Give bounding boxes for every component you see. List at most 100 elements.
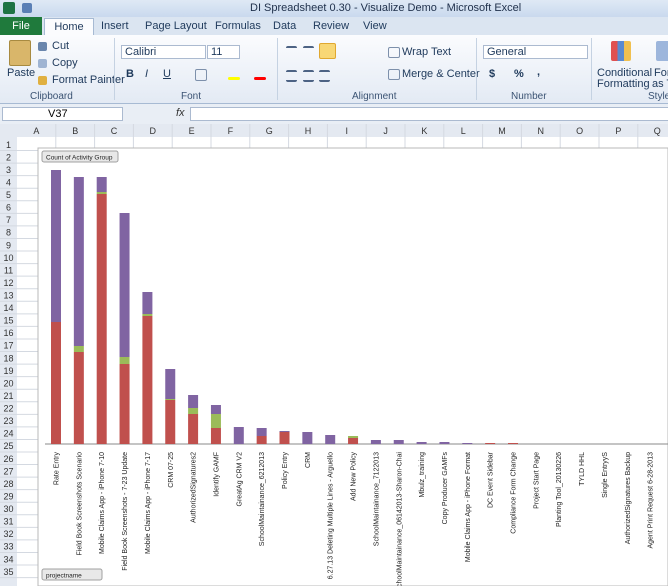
formula-input[interactable] bbox=[190, 107, 668, 121]
x-tick-label: Identify GAMF bbox=[213, 452, 220, 497]
align-icon[interactable] bbox=[303, 70, 314, 82]
bar-segment bbox=[325, 435, 336, 444]
bar-segment bbox=[96, 177, 107, 192]
bar-segment bbox=[96, 194, 107, 444]
x-tick-label: Mobile Claims App - iPhone 7-10 bbox=[99, 452, 106, 554]
tab[interactable]: Formulas bbox=[215, 20, 261, 32]
border-icon[interactable] bbox=[195, 69, 207, 81]
row-number: 35 bbox=[3, 567, 13, 577]
fill-color-icon[interactable] bbox=[228, 77, 240, 80]
file-tab[interactable]: File bbox=[0, 17, 42, 35]
paste-icon[interactable] bbox=[9, 40, 31, 66]
name-box[interactable]: V37 bbox=[2, 107, 123, 121]
bar-segment bbox=[485, 443, 496, 444]
tab[interactable]: Page Layout bbox=[145, 20, 207, 32]
bar-segment bbox=[348, 436, 359, 438]
align-icon[interactable] bbox=[303, 46, 314, 56]
bold-button[interactable]: B bbox=[126, 68, 134, 80]
row-number: 27 bbox=[3, 466, 13, 476]
column-letter: I bbox=[346, 126, 349, 136]
x-tick-label: SchoolMaintainance_7122013 bbox=[373, 452, 380, 546]
x-tick-label: 6.27.13 Deleting Multiple Lines - Arguel… bbox=[328, 452, 335, 579]
merge-center-button[interactable]: Merge & Center bbox=[402, 68, 480, 80]
column-letter: D bbox=[150, 126, 157, 136]
bar-segment bbox=[165, 399, 176, 400]
conditional-formatting-button[interactable]: Formatting bbox=[597, 78, 650, 90]
row-number: 31 bbox=[3, 517, 13, 527]
row-number: 4 bbox=[6, 177, 11, 187]
font-color-icon[interactable] bbox=[254, 77, 266, 80]
row-number: 2 bbox=[6, 152, 11, 162]
save-icon[interactable] bbox=[22, 3, 32, 13]
format-painter-button[interactable]: Format Painter bbox=[52, 74, 125, 86]
row-number: 6 bbox=[6, 203, 11, 213]
fx-button[interactable]: fx bbox=[176, 107, 185, 119]
x-tick-label: Mobile Claims App - iPhone 7-17 bbox=[145, 452, 152, 554]
x-tick-label: Field Book Screenshots Scenario bbox=[76, 452, 83, 556]
row-number: 25 bbox=[3, 441, 13, 451]
format-table-icon[interactable] bbox=[656, 41, 668, 61]
tab[interactable]: Insert bbox=[101, 20, 129, 32]
tab[interactable]: View bbox=[363, 20, 387, 32]
bar-segment bbox=[302, 432, 313, 444]
value-field-button: Count of Activity Group bbox=[46, 155, 113, 162]
bar-segment bbox=[210, 414, 221, 428]
column-letter: A bbox=[33, 126, 39, 136]
bar-segment bbox=[370, 440, 381, 444]
cell-ref: V37 bbox=[48, 108, 68, 120]
row-number: 9 bbox=[6, 240, 11, 250]
align-bottom-active[interactable] bbox=[319, 43, 336, 59]
bar-segment bbox=[73, 177, 84, 346]
wrap-text-button[interactable]: Wrap Text bbox=[402, 46, 452, 58]
underline-button[interactable]: U bbox=[163, 68, 171, 80]
italic-button[interactable]: I bbox=[145, 68, 149, 80]
tab[interactable]: Data bbox=[273, 20, 297, 32]
x-tick-label: Policy Entry bbox=[282, 452, 289, 489]
x-tick-label: Copy Producer GAMFs bbox=[442, 452, 449, 525]
x-tick-label: DC Event Sidebar bbox=[488, 451, 495, 508]
x-tick-label: Field Book Screenshots - 7-23 Update bbox=[122, 452, 129, 571]
bar-segment bbox=[210, 405, 221, 414]
x-tick-label: GreatAg CRM V2 bbox=[236, 452, 243, 507]
paste-button[interactable]: Paste bbox=[7, 67, 36, 79]
row-header-bar bbox=[0, 124, 17, 586]
row-number: 14 bbox=[3, 303, 13, 313]
window-title: DI Spreadsheet 0.30 - Visualize Demo - M… bbox=[250, 2, 522, 14]
column-letter: N bbox=[538, 126, 545, 136]
row-number: 33 bbox=[3, 542, 13, 552]
format-table-button[interactable]: Format bbox=[654, 67, 668, 79]
number-format[interactable]: General bbox=[483, 45, 588, 59]
percent-button[interactable]: % bbox=[514, 68, 524, 80]
wrap-icon bbox=[388, 47, 400, 58]
bar-segment bbox=[188, 414, 199, 444]
home-tab[interactable]: Home bbox=[44, 18, 94, 36]
cut-button[interactable]: Cut bbox=[52, 40, 70, 52]
copy-icon bbox=[38, 59, 47, 68]
align-icon[interactable] bbox=[286, 46, 297, 56]
x-tick-label: Project Start Page bbox=[533, 452, 540, 509]
row-number: 28 bbox=[3, 479, 13, 489]
x-tick-label: Mobile Claims App - iPhone Format bbox=[465, 452, 472, 562]
row-number: 18 bbox=[3, 353, 13, 363]
row-number: 17 bbox=[3, 341, 13, 351]
tab[interactable]: Review bbox=[313, 20, 350, 32]
row-number: 13 bbox=[3, 291, 13, 301]
x-tick-label: Single EntryyS bbox=[602, 452, 609, 498]
row-number: 34 bbox=[3, 554, 13, 564]
comma-button[interactable]: , bbox=[537, 66, 541, 78]
copy-button[interactable]: Copy bbox=[52, 57, 78, 69]
x-tick-label: CRM bbox=[305, 452, 312, 468]
currency-button[interactable]: $ bbox=[489, 68, 496, 80]
align-icon[interactable] bbox=[286, 70, 297, 82]
font-size[interactable]: 11 bbox=[207, 45, 240, 59]
align-icon[interactable] bbox=[319, 70, 330, 82]
field-button-box bbox=[41, 568, 103, 581]
row-number: 7 bbox=[6, 215, 11, 225]
chart: Count of Activity Group projectname Rate E… bbox=[37, 147, 668, 586]
row-number: 8 bbox=[6, 228, 11, 238]
conditional-formatting-icon[interactable] bbox=[611, 41, 631, 61]
format-table-button[interactable]: as Table bbox=[652, 78, 668, 90]
font-name[interactable]: Calibri bbox=[121, 45, 206, 59]
column-letter: C bbox=[111, 126, 118, 136]
conditional-formatting-button[interactable]: Conditional bbox=[597, 67, 653, 79]
